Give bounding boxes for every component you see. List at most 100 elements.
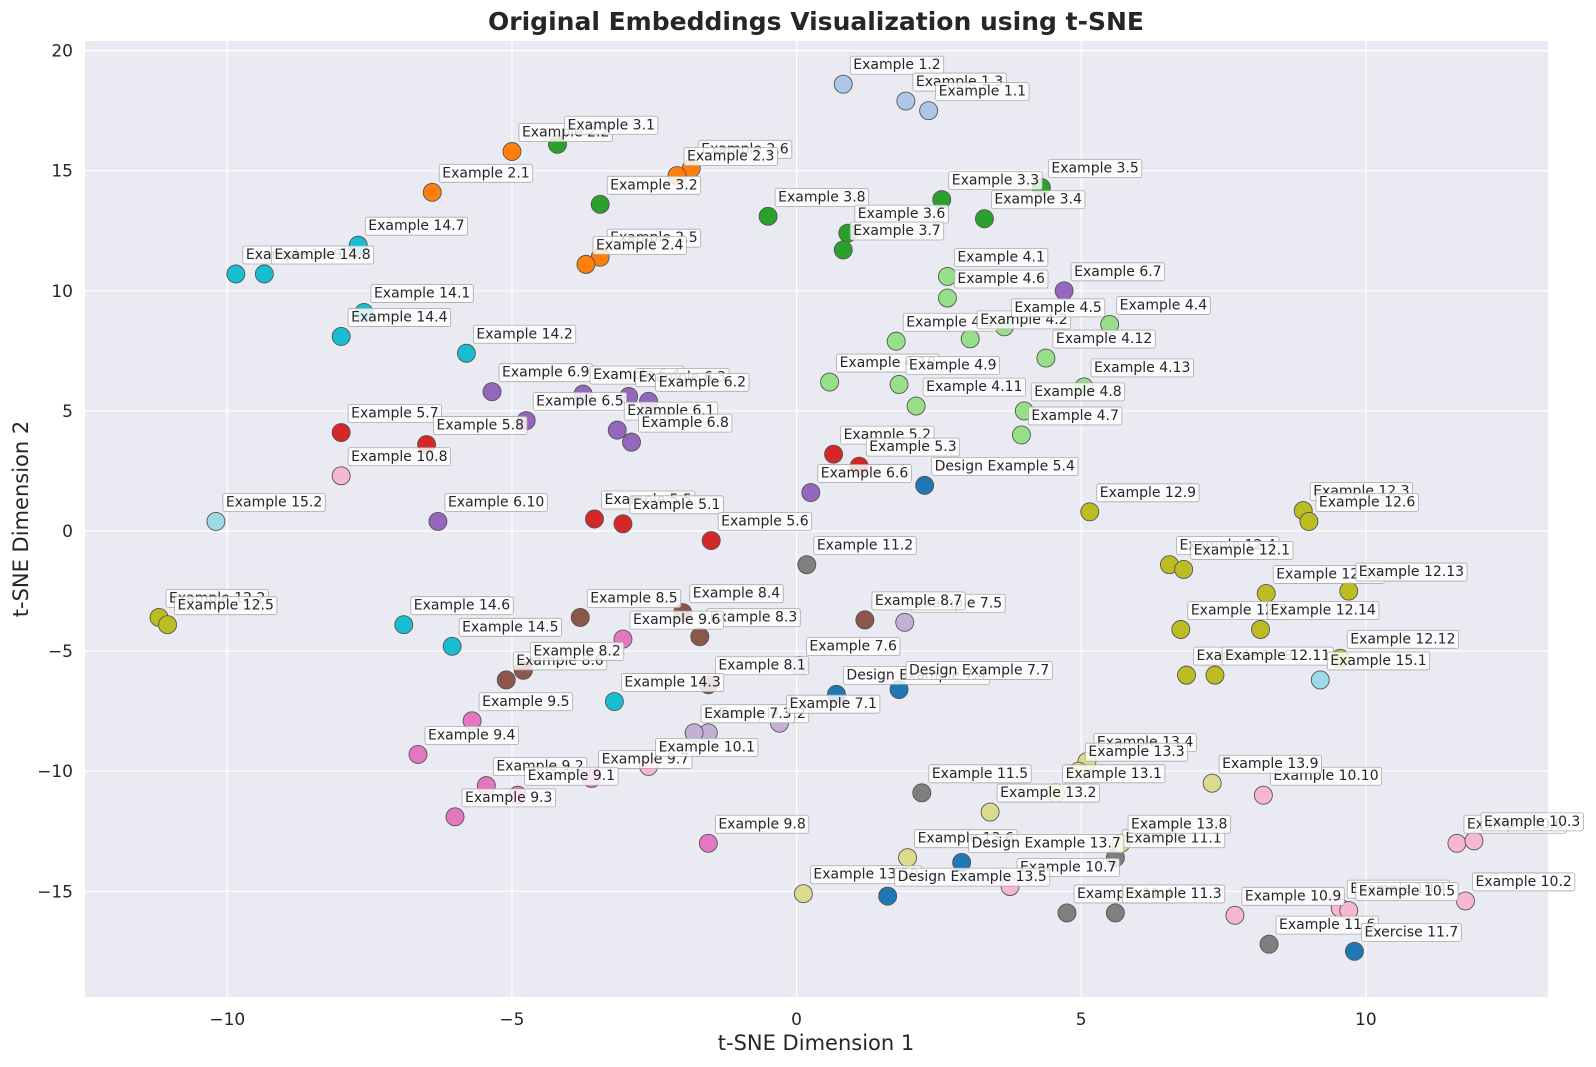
point-label-box bbox=[1355, 562, 1468, 582]
point-label-text: Example 15.2 bbox=[226, 494, 322, 510]
point-label: Example 11.3 bbox=[1121, 884, 1226, 904]
point-label: Example 9.5 bbox=[478, 692, 573, 712]
y-axis-label: t-SNE Dimension 2 bbox=[9, 421, 33, 617]
point-label-text: Example 3.1 bbox=[567, 117, 654, 133]
point-label-text: Example 14.6 bbox=[414, 598, 510, 614]
point-label: Example 12.6 bbox=[1315, 493, 1419, 512]
point-label-box bbox=[717, 512, 813, 532]
point-label: Example 12.5 bbox=[174, 596, 278, 616]
point-label-box bbox=[473, 324, 577, 344]
point-label-text: Design Example 5.4 bbox=[935, 458, 1075, 474]
point-label-text: Example 4.7 bbox=[1031, 408, 1118, 424]
point-label-text: Example 6.5 bbox=[536, 394, 623, 410]
point-label-box bbox=[894, 867, 1051, 887]
point-label-text: Example 9.1 bbox=[528, 768, 615, 784]
point-label-box bbox=[174, 596, 278, 616]
data-point bbox=[422, 182, 442, 202]
point-label: Design Example 13.7 bbox=[968, 834, 1125, 853]
point-label-text: Example 4.4 bbox=[1120, 297, 1208, 313]
point-label-box bbox=[774, 187, 869, 207]
point-label: Example 7.3 bbox=[700, 704, 795, 724]
data-point bbox=[889, 375, 909, 394]
y-ticks: −15 −10 −5 0 5 10 15 20 bbox=[37, 42, 73, 903]
point-label-box bbox=[1346, 629, 1459, 649]
point-label-box bbox=[905, 356, 1000, 375]
point-label-box bbox=[1480, 812, 1584, 832]
point-label: Example 1.1 bbox=[935, 82, 1030, 102]
data-point bbox=[408, 744, 428, 764]
point-label-text: Example 7.6 bbox=[809, 639, 897, 655]
point-label-box bbox=[1127, 814, 1231, 834]
point-label-text: Example 2.1 bbox=[442, 165, 529, 181]
point-label-box bbox=[1121, 884, 1226, 904]
data-point bbox=[394, 615, 414, 635]
point-label-box bbox=[817, 464, 912, 483]
point-label-text: Example 4.9 bbox=[909, 357, 996, 373]
point-label-box bbox=[865, 437, 961, 457]
y-tick-label: −5 bbox=[48, 642, 73, 662]
point-label: Example 10.8 bbox=[347, 447, 451, 467]
data-point bbox=[442, 636, 462, 656]
data-point bbox=[758, 206, 778, 226]
data-point bbox=[797, 555, 817, 575]
point-label: Example 5.7 bbox=[347, 404, 443, 423]
point-label-box bbox=[1267, 601, 1380, 620]
point-label-text: Example 10.1 bbox=[659, 739, 755, 755]
point-label-text: Example 1.1 bbox=[939, 84, 1026, 100]
data-point bbox=[1225, 905, 1245, 925]
point-label-text: Example 4.8 bbox=[1034, 384, 1121, 400]
point-label-box bbox=[592, 235, 687, 255]
point-label-box bbox=[438, 163, 534, 183]
point-label: Example 3.1 bbox=[564, 115, 659, 135]
point-label-box bbox=[1030, 382, 1126, 402]
point-label-text: Example 13.8 bbox=[1131, 816, 1227, 832]
point-label: Example 15.1 bbox=[1326, 651, 1431, 671]
data-point bbox=[895, 612, 915, 632]
point-label: Example 12.12 bbox=[1346, 629, 1459, 649]
point-label-box bbox=[364, 216, 469, 236]
point-label-box bbox=[524, 766, 619, 786]
point-label-text: Example 4.1 bbox=[957, 249, 1044, 265]
point-label: Example 9.6 bbox=[629, 610, 724, 630]
point-label-text: Example 5.6 bbox=[721, 514, 809, 530]
point-label-box bbox=[1218, 754, 1322, 774]
point-label-box bbox=[270, 245, 375, 265]
point-label-box bbox=[410, 596, 514, 616]
data-point bbox=[1054, 281, 1074, 301]
data-point bbox=[1202, 773, 1222, 793]
point-label-box bbox=[1010, 298, 1106, 318]
data-point bbox=[937, 266, 957, 286]
point-label: Example 13.9 bbox=[1218, 754, 1322, 774]
point-label-box bbox=[1116, 296, 1211, 315]
point-label-text: Example 2.4 bbox=[596, 237, 684, 253]
data-point bbox=[937, 288, 957, 308]
point-label: Example 5.6 bbox=[717, 512, 813, 532]
point-label: Example 12.1 bbox=[1190, 541, 1294, 560]
point-label-text: Example 13.9 bbox=[1222, 756, 1318, 772]
point-label-text: Example 12.14 bbox=[1271, 602, 1376, 618]
point-label: Example 11.5 bbox=[928, 764, 1032, 784]
point-label-box bbox=[1241, 886, 1345, 906]
point-label: Design Example 13.5 bbox=[894, 867, 1051, 887]
y-tick-label: 5 bbox=[62, 402, 73, 422]
data-point bbox=[206, 511, 226, 531]
point-label: Example 11.6 bbox=[1275, 915, 1379, 935]
point-label: Example 3.8 bbox=[774, 187, 869, 207]
point-label: Example 4.13 bbox=[1090, 358, 1194, 378]
point-label: Example 4.1 bbox=[954, 247, 1049, 267]
point-label-text: Example 8.5 bbox=[590, 590, 677, 606]
point-label-text: Example 3.8 bbox=[778, 189, 865, 205]
point-label-box bbox=[991, 190, 1086, 210]
data-point bbox=[886, 331, 906, 351]
point-label-box bbox=[954, 247, 1049, 267]
point-label-text: Example 12.7 bbox=[1191, 602, 1287, 618]
point-label-text: Example 4.13 bbox=[1094, 360, 1190, 376]
point-label: Example 10.2 bbox=[1472, 872, 1576, 892]
x-tick-label: 5 bbox=[1076, 1010, 1087, 1030]
data-point bbox=[1299, 511, 1319, 531]
data-point bbox=[912, 783, 932, 803]
point-label: Example 6.2 bbox=[655, 372, 750, 392]
data-point bbox=[919, 101, 939, 121]
point-label: Example 2.4 bbox=[592, 235, 687, 255]
